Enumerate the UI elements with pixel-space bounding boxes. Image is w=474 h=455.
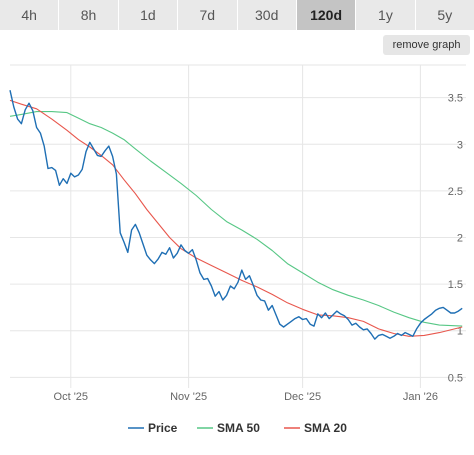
timeframe-tabs: 4h 8h 1d 7d 30d 120d 1y 5y <box>0 0 474 30</box>
y-tick-label: 0.5 <box>448 372 463 384</box>
y-tick-label: 3 <box>457 139 463 151</box>
tab-120d[interactable]: 120d <box>296 0 357 30</box>
remove-graph-button[interactable]: remove graph <box>383 35 470 55</box>
legend-item-label[interactable]: Price <box>148 421 178 435</box>
series-lines <box>9 90 463 340</box>
tab-4h[interactable]: 4h <box>0 0 60 30</box>
tab-30d[interactable]: 30d <box>237 0 297 30</box>
tab-7d[interactable]: 7d <box>178 0 238 30</box>
legend-item-label[interactable]: SMA 20 <box>304 421 347 435</box>
y-tick-label: 1 <box>457 326 463 338</box>
legend: Price SMA 50 SMA 20 <box>128 421 347 435</box>
grid-lines <box>10 64 466 388</box>
x-tick-label: Nov '25 <box>170 391 207 403</box>
tab-5y[interactable]: 5y <box>415 0 474 30</box>
tab-1d[interactable]: 1d <box>118 0 179 30</box>
series-line-sma-20 <box>9 99 463 337</box>
x-axis-labels: Oct '25 Nov '25 Dec '25 Jan '26 <box>54 391 438 403</box>
y-tick-label: 2 <box>457 232 463 244</box>
series-line-sma-50 <box>9 111 463 327</box>
series-line-price <box>9 90 463 340</box>
tab-1y[interactable]: 1y <box>356 0 416 30</box>
legend-item-label[interactable]: SMA 50 <box>217 421 260 435</box>
tab-8h[interactable]: 8h <box>59 0 119 30</box>
y-tick-label: 2.5 <box>448 186 463 198</box>
price-chart: 0.5 1 1.5 2 2.5 3 3.5 Oct '25 Nov '25 Dec '25 Jan… <box>9 64 466 435</box>
y-tick-label: 3.5 <box>448 93 463 105</box>
x-tick-label: Jan '26 <box>403 391 438 403</box>
y-axis-labels: 0.5 1 1.5 2 2.5 3 3.5 <box>448 93 463 385</box>
x-tick-label: Dec '25 <box>284 391 321 403</box>
y-tick-label: 1.5 <box>448 279 463 291</box>
x-tick-label: Oct '25 <box>54 391 89 403</box>
